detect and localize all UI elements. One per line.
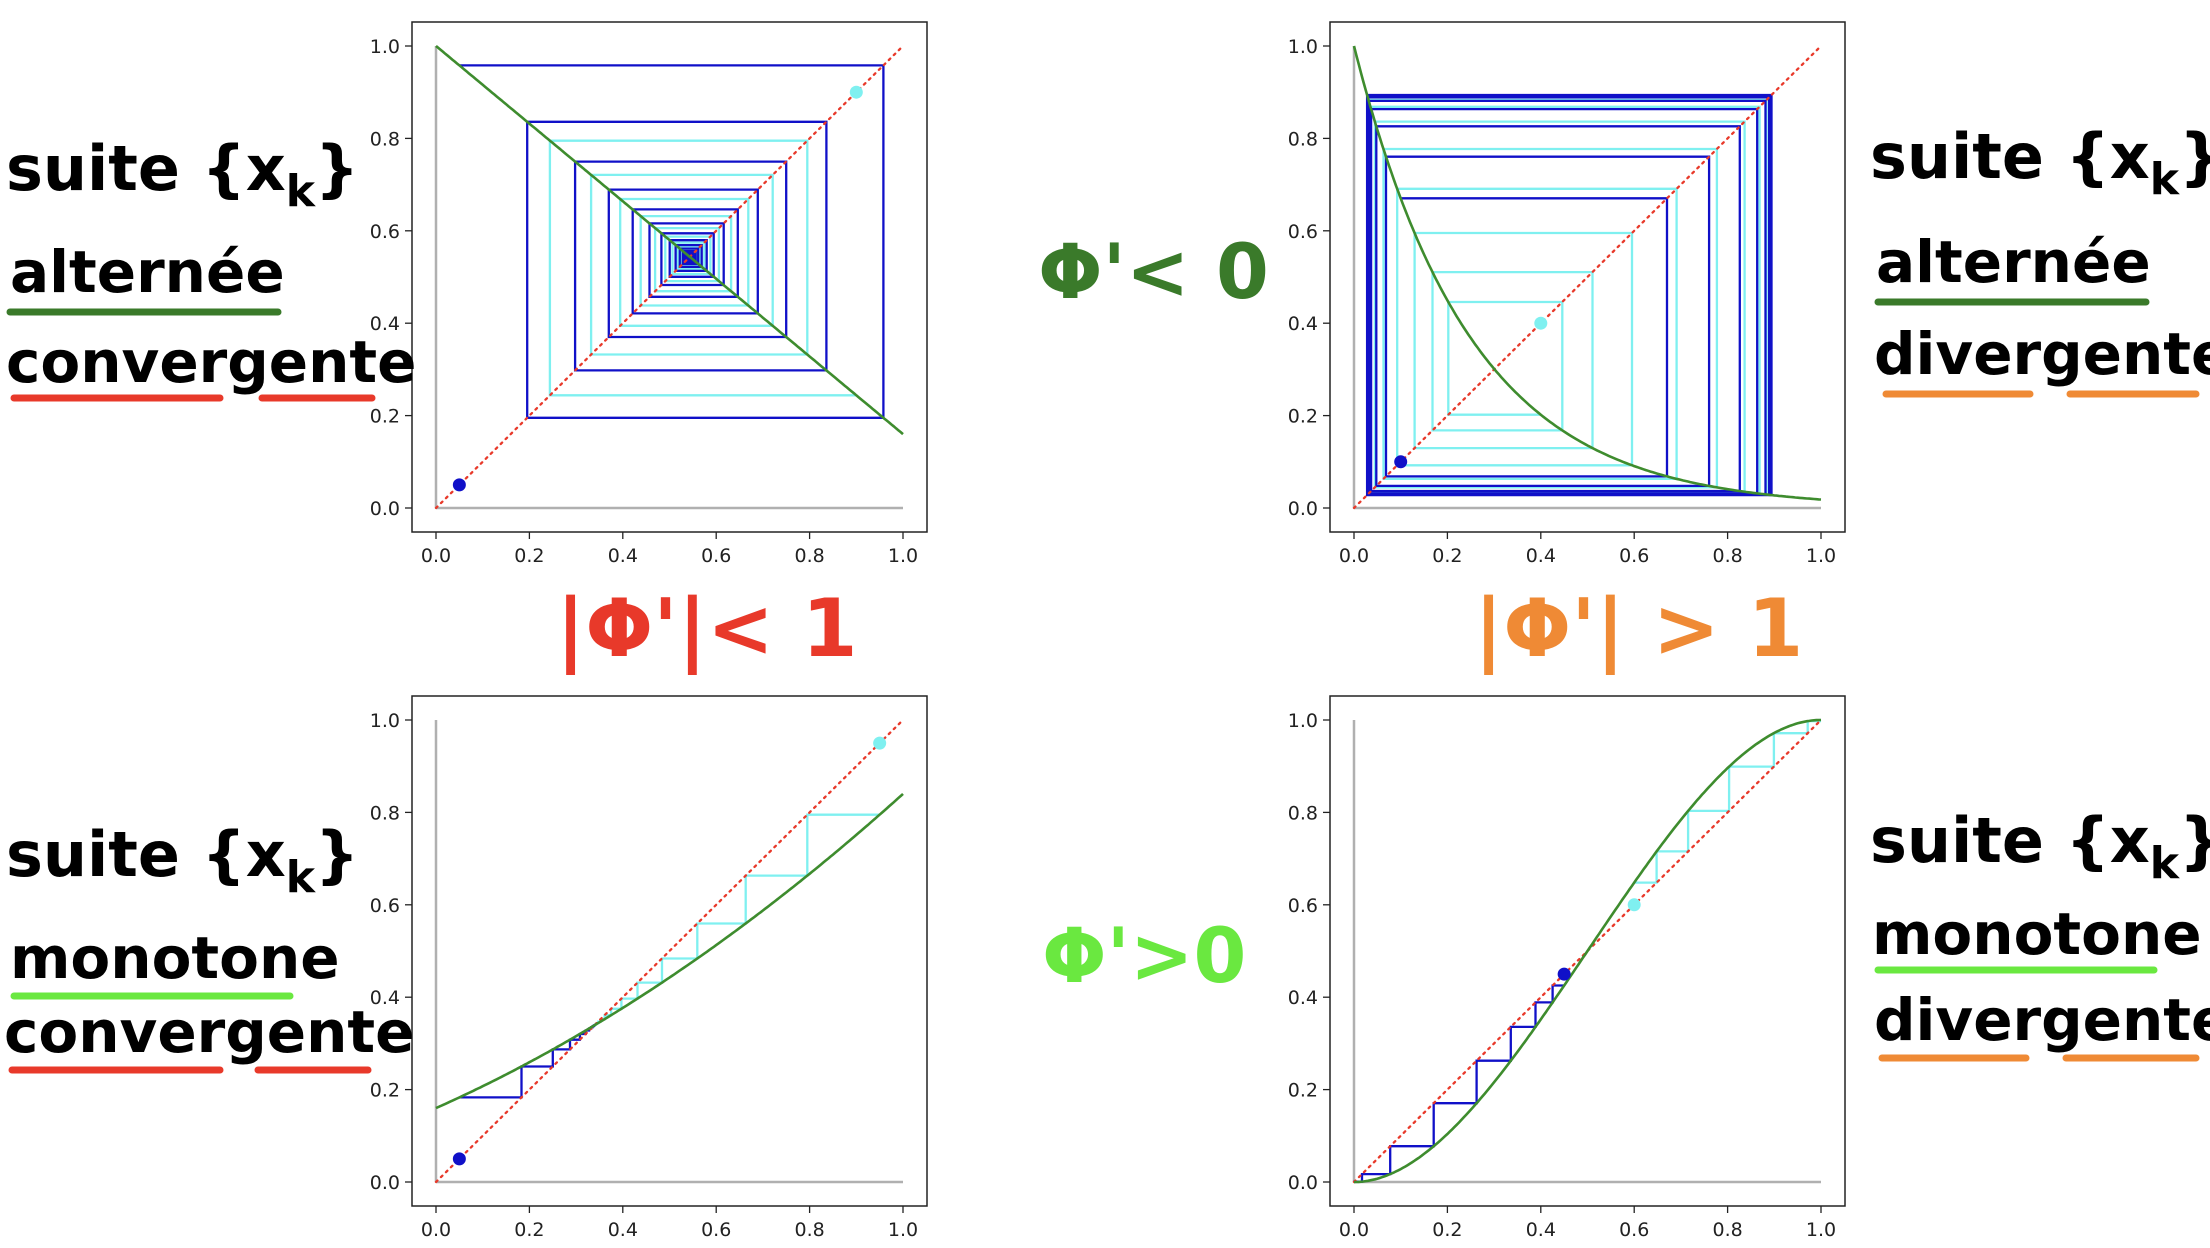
start-point — [452, 1152, 466, 1166]
y-tick-label: 0.0 — [1288, 1172, 1318, 1194]
start-point — [873, 736, 887, 750]
y-tick-label: 0.0 — [1288, 498, 1318, 520]
y-tick-label: 0.4 — [1288, 313, 1318, 335]
convergente-label: convergente — [4, 998, 414, 1066]
x-tick-label: 1.0 — [1806, 545, 1836, 567]
alternee-label: alternée — [10, 238, 285, 306]
start-point — [1534, 316, 1548, 330]
label-bottom-right: suite {xk} monotone divergente — [1870, 804, 2210, 1062]
y-tick-label: 0.6 — [370, 895, 400, 917]
suite-xk-label: suite {xk} — [1870, 804, 2210, 889]
phi-curve — [1354, 718, 1821, 1184]
y-tick-label: 0.2 — [1288, 406, 1318, 428]
label-top-left: suite {xk} alternée convergente — [6, 132, 416, 402]
y-tick-label: 0.2 — [370, 1080, 400, 1102]
x-tick-label: 0.0 — [1339, 1219, 1369, 1241]
x-tick-label: 0.8 — [794, 1219, 824, 1241]
y-tick-label: 0.6 — [1288, 895, 1318, 917]
x-tick-label: 0.6 — [1619, 545, 1649, 567]
y-tick-label: 0.2 — [370, 406, 400, 428]
convergente-label: convergente — [6, 328, 416, 396]
y-tick-label: 0.2 — [1288, 1080, 1318, 1102]
x-tick-label: 0.4 — [608, 545, 638, 567]
plot-bottom-right: 0.0 0.0 0.2 0.2 0.4 0.4 0.6 0.6 0.8 0.8 1.0 1.0 — [1288, 695, 1846, 1241]
abs-phi-greater-than-one: |Φ'| > 1 — [1474, 582, 1803, 676]
y-tick-label: 0.8 — [1288, 128, 1318, 150]
start-point — [452, 478, 466, 492]
y-tick-label: 0.8 — [1288, 802, 1318, 824]
x-tick-label: 0.8 — [794, 545, 824, 567]
start-point — [1394, 455, 1408, 469]
y-tick-label: 1.0 — [370, 36, 400, 58]
divergente-label: divergente — [1874, 986, 2210, 1054]
diagonal-line — [434, 44, 905, 510]
x-tick-label: 0.0 — [421, 1219, 451, 1241]
y-tick-label: 0.0 — [370, 1172, 400, 1194]
x-tick-label: 0.6 — [701, 1219, 731, 1241]
divergente-label: divergente — [1874, 320, 2210, 388]
phi-derivative-negative: Φ'< 0 — [1038, 227, 1269, 316]
x-tick-label: 0.6 — [1619, 1219, 1649, 1241]
phi-curve — [435, 792, 904, 1110]
phi-curve — [1352, 45, 1822, 501]
y-tick-label: 0.6 — [1288, 221, 1318, 243]
x-tick-label: 0.2 — [514, 1219, 544, 1241]
diagonal-line — [434, 718, 905, 1184]
diagonal-line — [1352, 44, 1823, 510]
y-tick-label: 0.4 — [370, 987, 400, 1009]
y-tick-label: 0.8 — [370, 128, 400, 150]
y-tick-label: 1.0 — [370, 710, 400, 732]
start-point — [1627, 898, 1641, 912]
phi-curve — [435, 44, 904, 436]
label-top-right: suite {xk} alternée divergente — [1870, 120, 2210, 398]
plot-top-left: 0.0 0.0 0.2 0.2 0.4 0.4 0.6 0.6 0.8 0.8 1.0 1.0 — [370, 21, 928, 567]
y-tick-label: 0.6 — [370, 221, 400, 243]
suite-xk-label: suite {xk} — [6, 132, 359, 217]
x-tick-label: 0.2 — [1432, 1219, 1462, 1241]
x-tick-label: 0.4 — [1526, 545, 1556, 567]
plot-bottom-left: 0.0 0.0 0.2 0.2 0.4 0.4 0.6 0.6 0.8 0.8 1.0 1.0 — [370, 695, 928, 1241]
x-tick-label: 1.0 — [1806, 1219, 1836, 1241]
y-tick-label: 0.4 — [1288, 987, 1318, 1009]
x-tick-label: 1.0 — [888, 1219, 918, 1241]
x-tick-label: 0.4 — [608, 1219, 638, 1241]
phi-derivative-positive: Φ'>0 — [1042, 911, 1246, 1000]
x-tick-label: 0.8 — [1712, 545, 1742, 567]
x-tick-label: 0.2 — [514, 545, 544, 567]
plot-top-right: 0.0 0.0 0.2 0.2 0.4 0.4 0.6 0.6 0.8 0.8 1.0 1.0 — [1288, 21, 1846, 567]
label-bottom-left: suite {xk} monotone convergente — [4, 818, 414, 1074]
x-tick-label: 0.4 — [1526, 1219, 1556, 1241]
y-tick-label: 1.0 — [1288, 36, 1318, 58]
y-tick-label: 0.4 — [370, 313, 400, 335]
start-point — [1557, 967, 1571, 981]
start-point — [849, 85, 863, 99]
abs-phi-less-than-one: |Φ'|< 1 — [556, 582, 857, 676]
x-tick-label: 0.0 — [1339, 545, 1369, 567]
x-tick-label: 0.8 — [1712, 1219, 1742, 1241]
x-tick-label: 0.0 — [421, 545, 451, 567]
monotone-label: monotone — [1872, 900, 2202, 968]
suite-xk-label: suite {xk} — [1870, 120, 2210, 205]
x-tick-label: 0.2 — [1432, 545, 1462, 567]
y-tick-label: 0.0 — [370, 498, 400, 520]
suite-xk-label: suite {xk} — [6, 818, 359, 903]
monotone-label: monotone — [10, 924, 340, 992]
y-tick-label: 1.0 — [1288, 710, 1318, 732]
y-tick-label: 0.8 — [370, 802, 400, 824]
alternee-label: alternée — [1876, 228, 2151, 296]
x-tick-label: 1.0 — [888, 545, 918, 567]
x-tick-label: 0.6 — [701, 545, 731, 567]
